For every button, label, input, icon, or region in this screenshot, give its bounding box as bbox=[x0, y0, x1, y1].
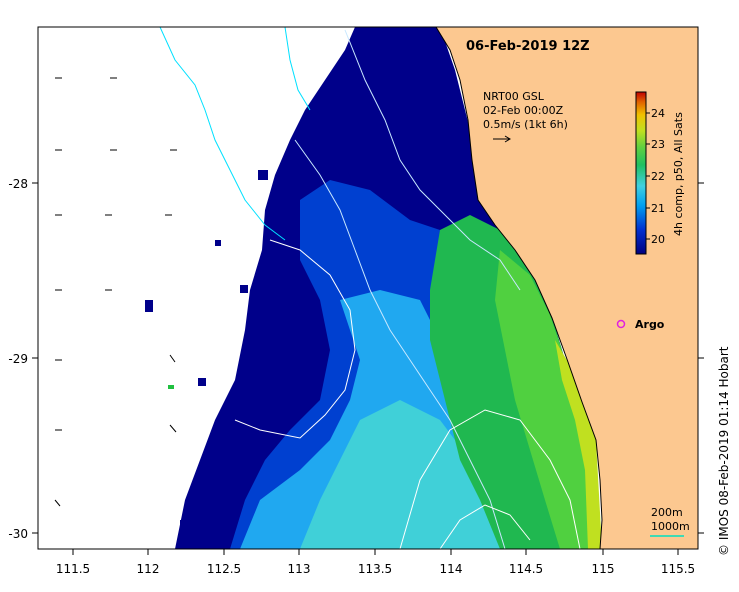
y-tick-label: -30 bbox=[8, 527, 28, 541]
bathymetry-contour-west-2 bbox=[284, 27, 311, 111]
argo-label: Argo bbox=[635, 318, 665, 331]
radar-station-label: NRT00 GSL bbox=[483, 90, 545, 103]
x-axis-labels: 111.5 112 112.5 113 113.5 114 114.5 115 … bbox=[56, 562, 695, 576]
radar-annotation: NRT00 GSL 02-Feb 00:00Z 0.5m/s (1kt 6h) bbox=[483, 90, 568, 143]
x-axis-ticks bbox=[72, 549, 679, 555]
x-tick-label: 115 bbox=[592, 562, 615, 576]
map-title: 06-Feb-2019 12Z bbox=[466, 39, 590, 54]
depth-contour-label-1000: 1000m bbox=[651, 520, 690, 533]
sst-warmest-strip bbox=[555, 340, 602, 549]
y-axis-ticks bbox=[32, 182, 704, 534]
coastline bbox=[435, 27, 603, 549]
colorbar-tick: 22 bbox=[651, 170, 665, 183]
current-vectors bbox=[54, 77, 177, 507]
bathymetry-contour-shelf bbox=[344, 29, 521, 291]
y-tick-label: -29 bbox=[8, 352, 28, 366]
x-tick-label: 113.5 bbox=[358, 562, 392, 576]
x-tick-label: 113 bbox=[288, 562, 311, 576]
colorbar-tick: 24 bbox=[651, 107, 665, 120]
colorbar-tick: 21 bbox=[651, 202, 665, 215]
bathymetry-contour-mid bbox=[294, 139, 506, 549]
bathymetry-contour-south bbox=[399, 409, 581, 549]
depth-contour-label-200: 200m bbox=[651, 506, 683, 519]
land-australia bbox=[436, 27, 698, 549]
colorbar-tick: 23 bbox=[651, 138, 665, 151]
argo-float-marker bbox=[616, 319, 626, 329]
colorbar-label: 4h comp, p50, All Sats bbox=[672, 112, 685, 236]
bathymetry-contour-west bbox=[159, 27, 286, 241]
x-tick-label: 115.5 bbox=[661, 562, 695, 576]
bathymetry-contour-loop bbox=[234, 239, 356, 439]
sst-teal-region bbox=[300, 400, 520, 549]
x-tick-label: 112 bbox=[137, 562, 160, 576]
radar-scale-label: 0.5m/s (1kt 6h) bbox=[483, 118, 568, 131]
y-axis-labels: -28 -29 -30 bbox=[8, 177, 28, 541]
scattered-warm-pixel bbox=[168, 385, 174, 389]
arrowhead-icon bbox=[504, 135, 511, 143]
x-tick-label: 114.5 bbox=[509, 562, 543, 576]
x-tick-label: 112.5 bbox=[207, 562, 241, 576]
x-tick-label: 114 bbox=[440, 562, 463, 576]
sst-warmer-region bbox=[495, 250, 600, 549]
colorbar: 20 21 22 23 24 4h comp, p50, All Sats bbox=[635, 91, 685, 255]
y-tick-label: -28 bbox=[8, 177, 28, 191]
map-plot-area bbox=[38, 27, 698, 549]
colorbar-tick: 20 bbox=[651, 233, 665, 246]
x-tick-label: 111.5 bbox=[56, 562, 90, 576]
bathymetry-contour-south-2 bbox=[439, 504, 531, 549]
radar-time-label: 02-Feb 00:00Z bbox=[483, 104, 564, 117]
plot-frame bbox=[37, 26, 699, 550]
scattered-data-pixels bbox=[145, 170, 268, 530]
colorbar-ramp bbox=[635, 91, 647, 255]
imos-credit: © IMOS 08-Feb-2019 01:14 Hobart bbox=[717, 346, 731, 556]
